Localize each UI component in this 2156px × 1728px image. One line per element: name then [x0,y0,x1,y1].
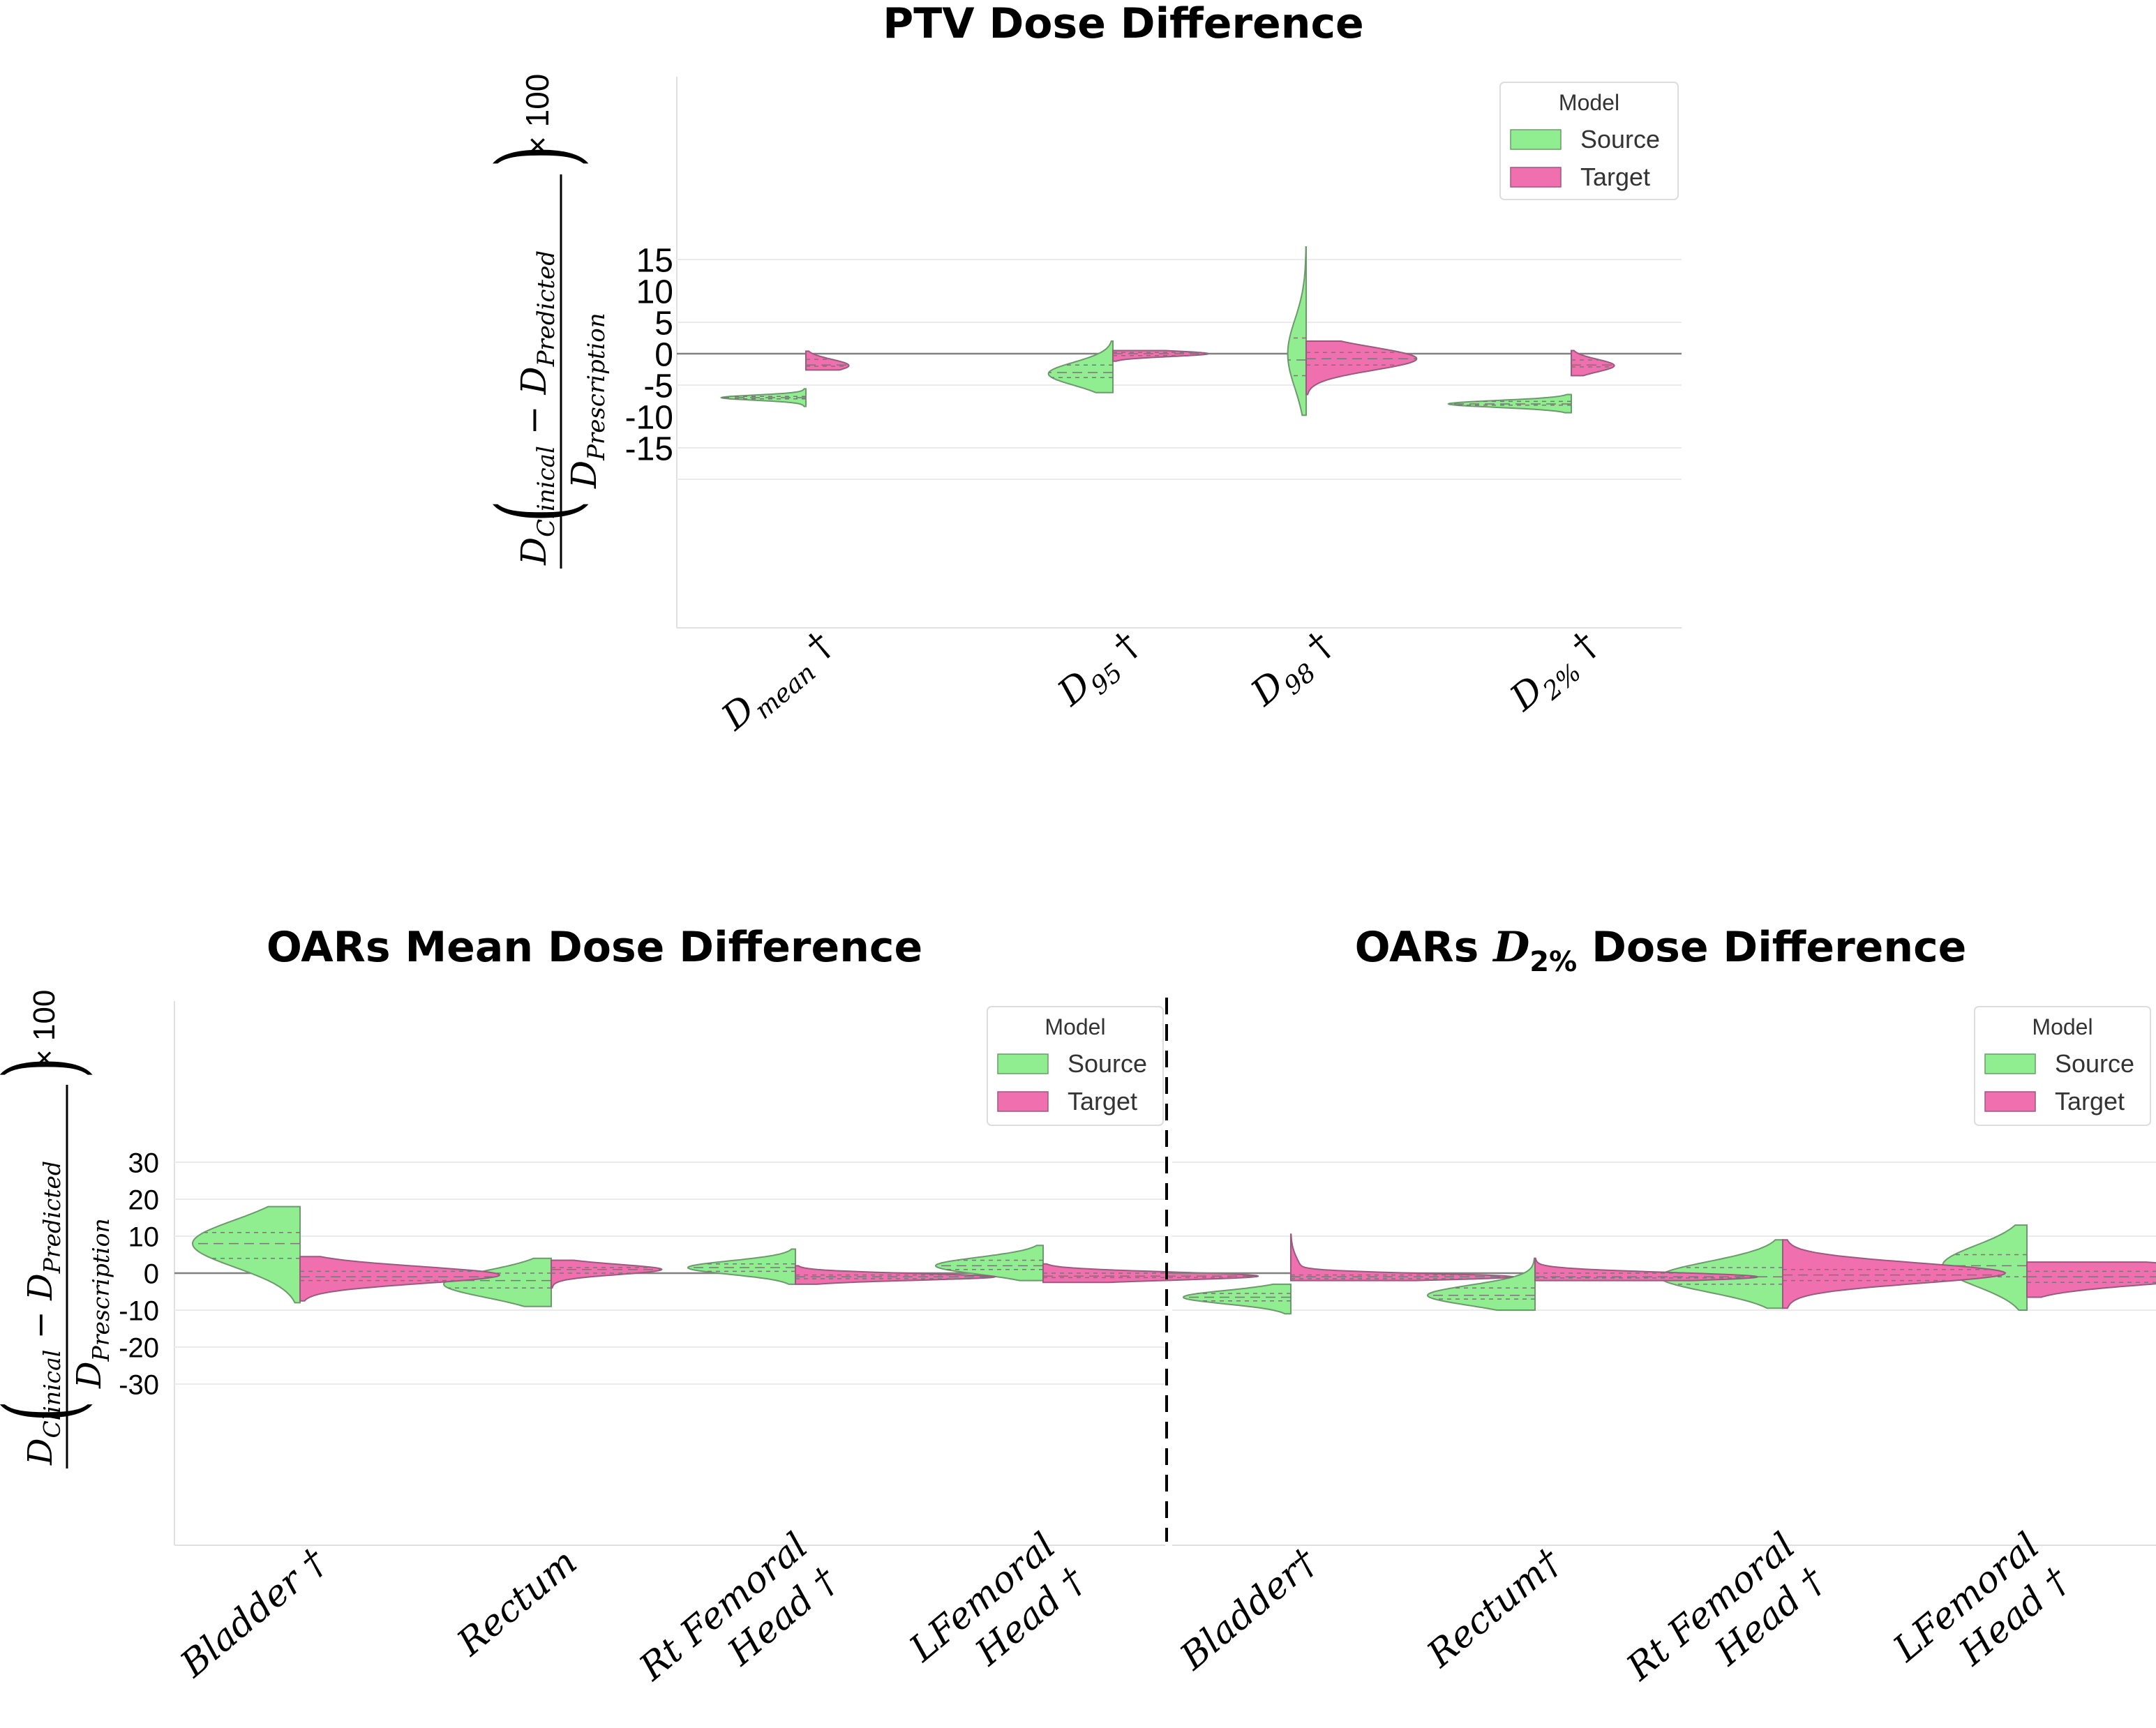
paren-close: ) [475,145,597,167]
y-tick-label: 10 [636,273,673,310]
violins [1182,1224,2156,1315]
y-tick-label: 30 [128,1148,160,1178]
source-violin [687,1248,796,1285]
paren-open: ( [0,1400,101,1422]
legend-label-source: Source [1068,1049,1147,1078]
legend-label-source: Source [1580,125,1660,153]
legend: Model Source Target [1974,1006,2151,1126]
legend-title: Model [1559,90,1619,115]
paren-close: ) [0,1057,101,1079]
target-violin [1782,1239,2007,1309]
y-tick-labels: 30 20 10 0 -10 -20 -30 [119,1148,159,1400]
violins [719,246,1615,416]
y-tick-label: 0 [654,336,673,373]
legend-label-target: Target [1580,163,1650,191]
numerator-text: DClinical − DPredicted [21,1161,66,1466]
legend: Model Source Target [987,1006,1164,1126]
y-tick-label: -30 [119,1369,159,1400]
legend-swatch-source [997,1053,1049,1074]
legend-swatch-target [997,1091,1049,1112]
y-tick-label: 10 [128,1222,160,1252]
legend-swatch-source [1510,129,1562,150]
paren-open: ( [475,500,597,523]
y-tick-label: -15 [625,430,673,467]
source-violin [1426,1257,1536,1311]
times-100: × 100 [27,990,61,1067]
times-100: × 100 [519,74,555,155]
chart-title: PTV Dose Difference [883,0,1363,48]
source-violin [1047,340,1114,393]
numerator-text: DClinical − DPredicted [514,250,560,566]
legend-swatch-source [1984,1053,2036,1074]
target-violin [299,1256,501,1302]
target-violin [795,1265,998,1285]
legend-title: Model [1045,1014,1105,1039]
legend-label-source: Source [2055,1049,2134,1078]
target-violin [1305,340,1418,396]
y-tick-label: -20 [119,1332,159,1363]
y-tick-label: -5 [643,368,673,405]
y-tick-label: 15 [636,242,673,279]
legend-title: Model [2032,1014,2093,1039]
denominator-text: DPrescription [564,313,611,489]
source-violin [934,1245,1044,1282]
target-violin [2026,1261,2156,1298]
y-axis-label: ( DClinical − DPredicted DPrescription )… [0,990,114,1468]
y-tick-label: 20 [128,1185,160,1215]
y-axis-label: ( DClinical − DPredicted DPrescription )… [475,74,611,569]
legend-label-target: Target [1068,1087,1137,1115]
source-violin [1182,1283,1292,1315]
chart-title: OARs Mean Dose Difference [267,923,922,972]
target-violin [1290,1233,1514,1282]
source-violin [191,1205,301,1304]
y-tick-label: 0 [144,1259,159,1289]
plot-frame [676,77,1682,629]
legend-swatch-target [1984,1091,2036,1112]
y-tick-label: -10 [625,399,673,436]
violins [191,1205,1259,1307]
denominator-text: DPrescription [70,1218,114,1389]
y-tick-label: -10 [119,1295,159,1326]
target-violin [1571,350,1615,377]
legend-swatch-target [1510,167,1562,188]
legend-label-target: Target [2055,1087,2125,1115]
y-tick-label: 5 [654,305,673,342]
source-violin [1287,246,1307,416]
chart-title: OARs D2% Dose Difference [1355,923,1967,978]
legend: Model Source Target [1499,82,1679,200]
